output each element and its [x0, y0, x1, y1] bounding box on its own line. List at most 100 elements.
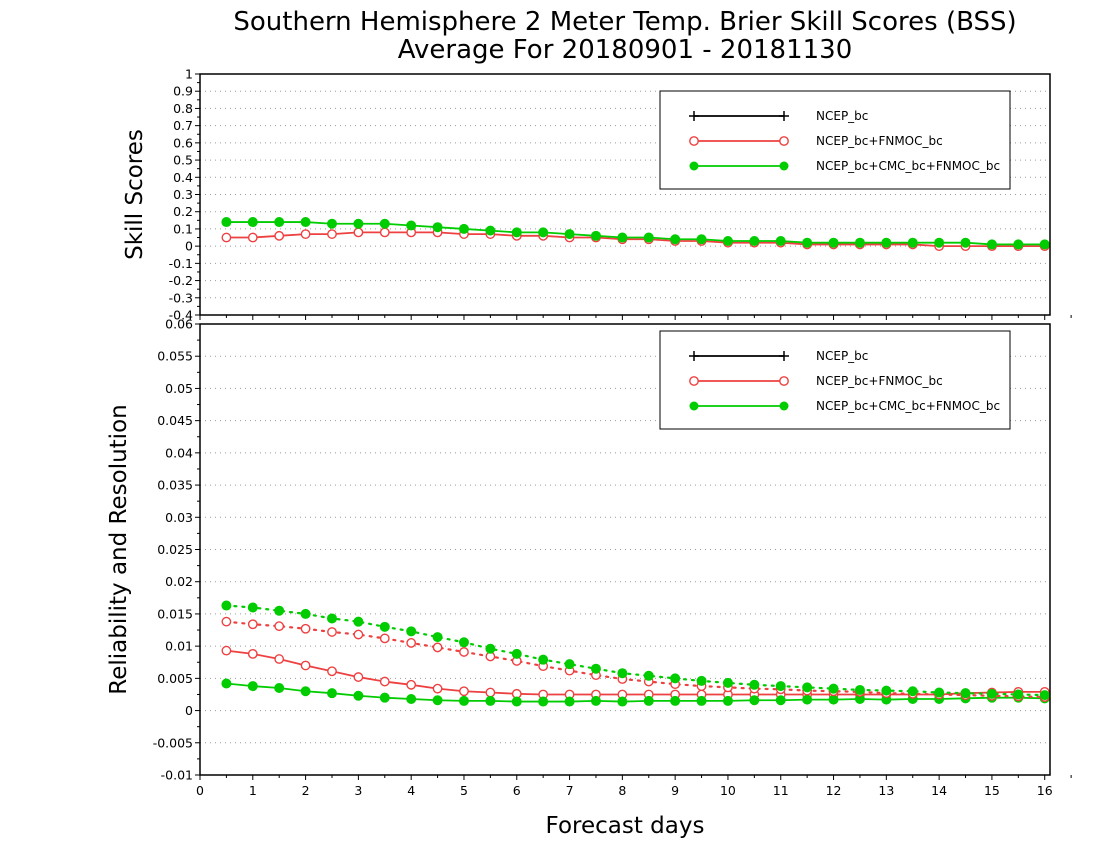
- data-point: [511, 648, 522, 659]
- legend-box: [659, 330, 1011, 430]
- plot-frame: [199, 323, 1051, 776]
- y-axis-title: Reliability and Resolution: [106, 404, 132, 694]
- data-point: [881, 237, 892, 248]
- series-line: [225, 231, 1046, 248]
- chart-title: Southern Hemisphere 2 Meter Temp. Brier …: [233, 7, 1016, 37]
- x-tick-label: 2: [302, 783, 310, 798]
- data-point: [749, 235, 760, 246]
- data-point: [221, 217, 232, 228]
- data-point: [564, 659, 575, 670]
- data-point: [670, 695, 681, 706]
- data-point: [221, 678, 232, 689]
- y-tick-label: -0.3: [169, 290, 193, 305]
- y-tick-label: 0.025: [157, 542, 193, 557]
- y-tick-label: 0.5: [173, 153, 193, 168]
- data-point: [643, 232, 654, 243]
- data-point: [458, 695, 469, 706]
- data-point: [406, 638, 417, 648]
- data-point: [406, 626, 417, 637]
- series-line: [225, 620, 1046, 699]
- data-point: [221, 600, 232, 611]
- data-point: [485, 695, 496, 706]
- x-tick-label: 15: [984, 783, 1000, 798]
- data-point: [643, 670, 654, 681]
- data-point: [432, 683, 443, 694]
- data-point: [749, 695, 760, 706]
- data-point: [353, 616, 364, 627]
- data-point: [590, 695, 601, 706]
- x-tick-label: 16: [1037, 783, 1053, 798]
- y-tick-label: 0.2: [173, 204, 193, 219]
- data-point: [300, 686, 311, 697]
- data-point: [617, 668, 628, 679]
- data-point: [617, 696, 628, 707]
- data-point: [485, 687, 496, 698]
- data-point: [802, 694, 813, 705]
- data-point: [458, 637, 469, 648]
- y-tick-label: 0.3: [173, 187, 193, 202]
- data-point: [247, 619, 258, 630]
- data-point: [828, 237, 839, 248]
- legend-marker: [779, 401, 789, 411]
- y-axis-title: Skill Scores: [122, 129, 148, 260]
- data-point: [300, 217, 311, 228]
- y-tick-label: 1: [185, 67, 193, 82]
- x-tick-label: 1: [249, 783, 257, 798]
- legend-marker: [689, 376, 699, 386]
- y-tick-label: 0.8: [173, 101, 193, 116]
- legend-marker: [689, 401, 699, 411]
- data-point: [617, 232, 628, 243]
- y-tick-label: -0.01: [161, 768, 193, 783]
- data-point: [934, 687, 945, 698]
- y-tick-label: 0.7: [173, 118, 193, 133]
- data-point: [538, 227, 549, 238]
- legend-label: NCEP_bc: [816, 349, 868, 363]
- x-tick-label: 12: [826, 783, 842, 798]
- data-point: [406, 220, 417, 231]
- x-tick-label: 4: [407, 783, 415, 798]
- data-point: [300, 623, 311, 634]
- data-point: [379, 633, 390, 644]
- data-point: [1013, 689, 1024, 700]
- data-point: [300, 660, 311, 671]
- legend-label: NCEP_bc+FNMOC_bc: [816, 374, 943, 388]
- y-tick-label: 0.1: [173, 221, 193, 236]
- data-point: [670, 234, 681, 245]
- data-point: [274, 230, 285, 241]
- data-point: [1039, 690, 1050, 701]
- data-point: [828, 694, 839, 705]
- data-point: [274, 683, 285, 694]
- data-point: [907, 686, 918, 697]
- data-point: [432, 695, 443, 706]
- legend-marker: [779, 161, 789, 171]
- data-point: [432, 632, 443, 643]
- chart-subtitle: Average For 20180901 - 20181130: [398, 35, 853, 65]
- data-point: [881, 685, 892, 696]
- data-point: [722, 235, 733, 246]
- data-point: [379, 621, 390, 632]
- data-point: [696, 675, 707, 686]
- data-point: [247, 232, 258, 243]
- data-point: [300, 608, 311, 619]
- data-point: [406, 693, 417, 704]
- legend-label: NCEP_bc: [816, 109, 868, 123]
- plot-frame: [199, 73, 1051, 316]
- legend-marker: [779, 136, 789, 146]
- data-point: [696, 695, 707, 706]
- x-tick-label: 5: [460, 783, 468, 798]
- data-point: [406, 679, 417, 690]
- data-point: [221, 645, 232, 656]
- x-tick-label: 0: [196, 783, 204, 798]
- data-point: [564, 696, 575, 707]
- data-point: [379, 227, 390, 238]
- data-point: [564, 229, 575, 240]
- x-tick-label: 8: [618, 783, 626, 798]
- data-point: [485, 225, 496, 236]
- y-tick-label: 0.4: [173, 170, 193, 185]
- data-point: [353, 227, 364, 238]
- y-tick-label: 0.9: [173, 84, 193, 99]
- data-point: [775, 681, 786, 692]
- y-tick-label: 0.04: [165, 445, 193, 460]
- data-point: [802, 237, 813, 248]
